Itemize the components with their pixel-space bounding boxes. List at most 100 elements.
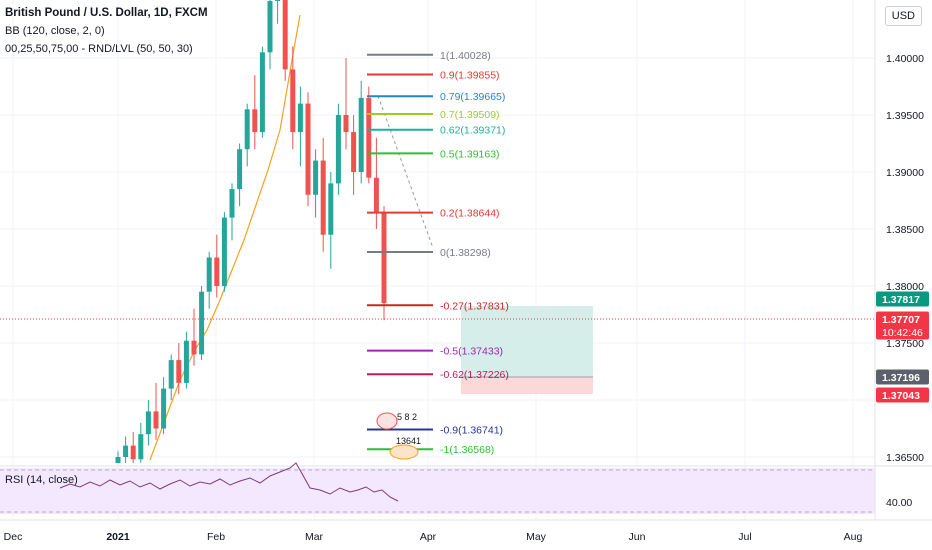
- candle: [267, 0, 273, 70]
- candle-body: [313, 160, 319, 195]
- candle: [153, 382, 159, 440]
- price-tag-label: 1.37196: [882, 372, 920, 384]
- fib-level[interactable]: 0.79(1.39665): [367, 91, 505, 103]
- price-tick-label: 1.39000: [886, 167, 924, 179]
- rsi-legend[interactable]: RSI (14, close): [5, 474, 78, 486]
- candle-body: [244, 109, 250, 150]
- price-tick-label: 1.36500: [886, 452, 924, 464]
- candle-body: [214, 257, 220, 286]
- candle: [161, 377, 167, 435]
- fib-level[interactable]: -1(1.36568): [367, 444, 494, 456]
- fib-level[interactable]: -0.9(1.36741): [367, 425, 503, 437]
- date-axis-label: Jun: [629, 531, 646, 543]
- candle-body: [305, 103, 311, 195]
- price-tag-countdown: 10:42:46: [882, 327, 923, 339]
- candle-body: [115, 457, 121, 463]
- price-tick-label: 1.38500: [886, 224, 924, 236]
- candle: [297, 86, 303, 167]
- candle: [229, 183, 235, 241]
- candle-body: [153, 411, 159, 429]
- fib-level[interactable]: -0.5(1.37433): [367, 346, 503, 358]
- candle-body: [366, 97, 372, 178]
- candle-body: [130, 445, 136, 460]
- candle-body: [221, 217, 227, 286]
- candle-body: [275, 0, 281, 1]
- price-tag-label: 1.37707: [882, 314, 920, 326]
- candle-body: [282, 0, 288, 70]
- candle-body: [358, 97, 364, 172]
- candle-body: [183, 340, 189, 383]
- fib-annotation-marker[interactable]: 5 8 2: [376, 412, 417, 430]
- date-axis[interactable]: Dec 2021 Feb Mar Apr May Jun Jul Aug: [4, 531, 863, 543]
- candle-body: [335, 115, 341, 184]
- target-zone[interactable]: [461, 306, 593, 377]
- price-tick-label: 1.40000: [886, 53, 924, 65]
- price-tag-bg: [876, 387, 929, 403]
- candle: [191, 308, 197, 366]
- currency-button[interactable]: USD: [884, 6, 922, 26]
- candle: [252, 75, 258, 150]
- grid: [0, 0, 875, 520]
- trend-dashed-line: [377, 95, 434, 249]
- date-axis-label: 2021: [106, 531, 130, 543]
- candle: [237, 143, 243, 207]
- candle: [373, 137, 379, 229]
- fib-level-label: -1(1.36568): [440, 444, 494, 456]
- candle: [183, 331, 189, 389]
- price-tick-label: 1.39500: [886, 110, 924, 122]
- price-axis[interactable]: 1.40000 1.39500 1.39000 1.38500 1.38000 1.375…: [886, 53, 924, 464]
- round-levels-legend[interactable]: 00,25,50,75,00 - RND/LVL (50, 50, 30): [5, 43, 193, 55]
- fib-level[interactable]: 0.2(1.38644): [367, 208, 500, 220]
- price-tag-bg: [876, 311, 929, 340]
- fib-level[interactable]: 0.9(1.39855): [367, 70, 500, 82]
- candle-body: [290, 69, 296, 133]
- fib-level[interactable]: 0.62(1.39371): [367, 125, 505, 137]
- candles: [115, 0, 387, 463]
- candle: [366, 86, 372, 184]
- fib-level-label: -0.62(1.37226): [440, 369, 509, 381]
- candle-body: [320, 160, 326, 235]
- candle-body: [373, 177, 379, 212]
- candle: [244, 103, 250, 167]
- fib-level[interactable]: -0.62(1.37226): [367, 369, 509, 381]
- fib-annotation-marker-2[interactable]: 13641: [389, 436, 421, 460]
- fib-level[interactable]: 0.7(1.39509): [367, 109, 500, 121]
- bollinger-bands-legend[interactable]: BB (120, close, 2, 0): [5, 25, 105, 37]
- date-axis-label: Aug: [844, 531, 863, 543]
- fib-level-label: 0(1.38298): [440, 247, 491, 259]
- candle: [381, 206, 387, 321]
- price-tag: 1.37817: [876, 291, 929, 307]
- fib-level-label: -0.5(1.37433): [440, 346, 503, 358]
- fib-level-label: 1(1.40028): [440, 50, 491, 62]
- date-axis-label: Feb: [207, 531, 225, 543]
- date-axis-label: Apr: [420, 531, 437, 543]
- candle: [145, 400, 151, 446]
- symbol-title[interactable]: British Pound / U.S. Dollar, 1D, FXCM: [5, 7, 208, 19]
- candle-body: [381, 211, 387, 304]
- candle: [214, 234, 220, 298]
- candle-body: [328, 183, 334, 235]
- candle: [282, 0, 288, 81]
- fib-level[interactable]: 0(1.38298): [367, 247, 491, 259]
- fib-level[interactable]: 1(1.40028): [367, 50, 491, 62]
- fib-level-label: 0.7(1.39509): [440, 109, 500, 121]
- rsi-level-label: 40.00: [886, 497, 912, 509]
- price-tag: 1.37196: [876, 369, 929, 385]
- fib-level[interactable]: -0.27(1.37831): [367, 300, 509, 312]
- candle: [115, 451, 121, 463]
- candle: [320, 137, 326, 252]
- rsi-pane-background: [0, 468, 875, 514]
- fib-retracement[interactable]: 1(1.40028) 0.9(1.39855) 0.79(1.39665) 0.7(1…: [367, 50, 509, 456]
- fib-level-label: -0.27(1.37831): [440, 300, 509, 312]
- candle: [259, 46, 265, 138]
- stop-zone[interactable]: [461, 377, 593, 394]
- candle-body: [267, 0, 273, 53]
- candle-body: [168, 360, 174, 389]
- candle: [206, 251, 212, 309]
- fib-level[interactable]: 0.5(1.39163): [367, 148, 500, 160]
- candle-body: [343, 115, 349, 133]
- candle: [305, 92, 311, 207]
- date-axis-label: Jul: [738, 531, 751, 543]
